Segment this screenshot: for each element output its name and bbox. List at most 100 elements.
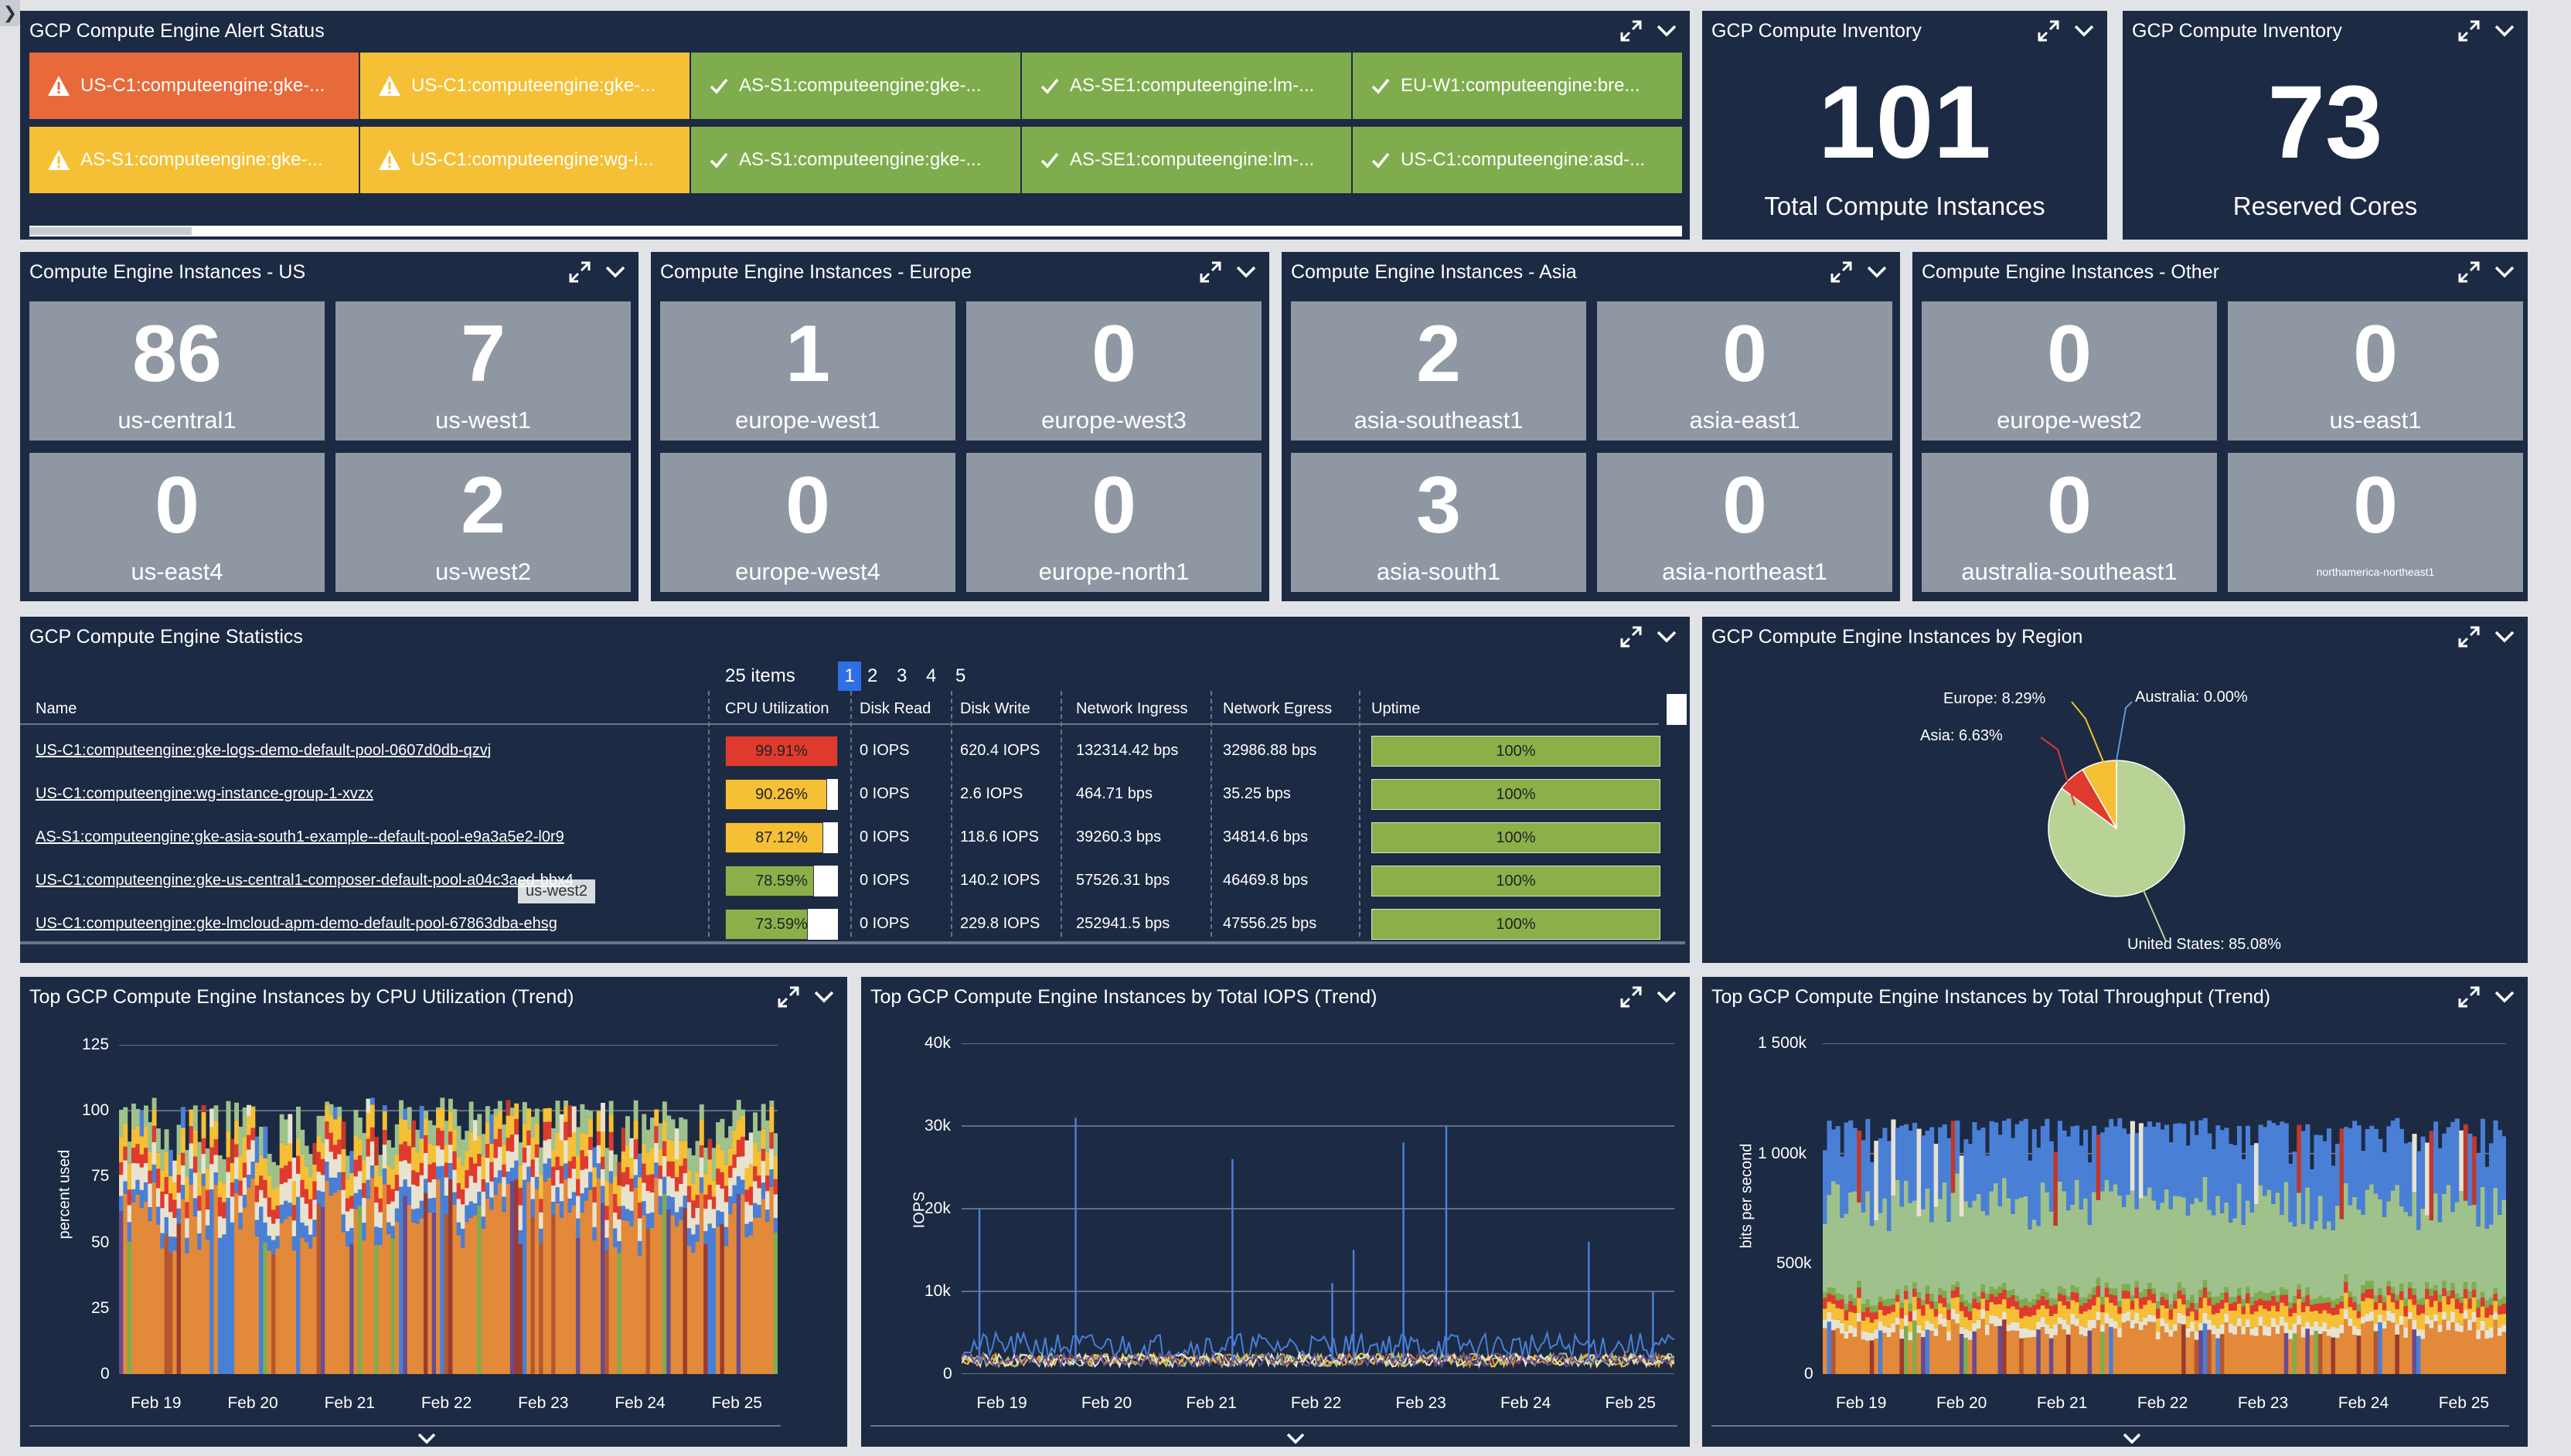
region-tile[interactable]: 0 europe-west2 — [1922, 301, 2217, 441]
alert-cell-ok[interactable]: AS-S1:computeengine:gke-... — [691, 127, 1020, 193]
instance-name-link[interactable]: US-C1:computeengine:gke-lmcloud-apm-demo… — [36, 915, 557, 932]
page-link-5[interactable]: 5 — [955, 665, 966, 686]
area-band-segment — [1878, 1321, 1883, 1331]
alert-cell-warning[interactable]: AS-S1:computeengine:gke-... — [29, 127, 359, 193]
column-header[interactable]: Network Ingress — [1076, 700, 1188, 717]
instance-name-link[interactable]: US-C1:computeengine:gke-us-central1-comp… — [36, 872, 574, 889]
page-link-3[interactable]: 3 — [897, 665, 908, 686]
expand-icon[interactable] — [1619, 624, 1643, 649]
alert-scrollbar-track[interactable] — [29, 226, 1682, 236]
area-band-segment — [489, 1143, 495, 1162]
expand-icon[interactable] — [2457, 19, 2481, 43]
alert-cell-ok[interactable]: EU-W1:computeengine:bre... — [1353, 53, 1682, 119]
area-band-segment — [686, 1202, 692, 1229]
alert-scrollbar-thumb[interactable] — [29, 227, 192, 235]
expand-icon[interactable] — [567, 260, 592, 284]
chevron-down-icon[interactable] — [812, 985, 836, 1009]
alert-cell-warning[interactable]: US-C1:computeengine:wg-i... — [360, 127, 690, 193]
area-band-segment — [1916, 1332, 1922, 1374]
chevron-down-icon[interactable] — [603, 260, 628, 284]
area-band-segment — [1865, 1317, 1871, 1332]
alert-cell-ok[interactable]: AS-SE1:computeengine:lm-... — [1022, 53, 1351, 119]
page-link-2[interactable]: 2 — [867, 665, 878, 686]
region-tile[interactable]: 0 europe-west4 — [660, 453, 955, 592]
region-tile[interactable]: 2 us-west2 — [335, 453, 631, 592]
chevron-down-icon[interactable] — [2492, 19, 2517, 43]
region-tile[interactable]: 0 asia-east1 — [1597, 301, 1892, 441]
expand-icon[interactable] — [2036, 19, 2061, 43]
chevron-down-icon[interactable] — [1654, 19, 1679, 43]
pie-slice[interactable] — [2082, 760, 2117, 831]
expand-icon[interactable] — [2457, 260, 2481, 284]
table-scrollbar[interactable] — [20, 941, 1685, 944]
chart-divider — [29, 1425, 781, 1427]
expand-icon[interactable] — [1829, 260, 1854, 284]
expand-icon[interactable] — [776, 985, 801, 1009]
column-header[interactable]: CPU Utilization — [725, 700, 829, 717]
column-header[interactable]: Disk Read — [860, 700, 931, 717]
area-band-segment — [312, 1142, 318, 1165]
area-band-segment — [683, 1196, 688, 1209]
chevron-down-icon[interactable] — [1654, 624, 1679, 649]
alert-cell-warning[interactable]: US-C1:computeengine:gke-... — [360, 53, 690, 119]
page-link-1[interactable]: 1 — [838, 662, 861, 691]
alert-cell-critical[interactable]: US-C1:computeengine:gke-... — [29, 53, 359, 119]
area-band-segment — [2130, 1190, 2135, 1296]
chevron-down-icon[interactable] — [2492, 260, 2517, 284]
area-band-segment — [226, 1157, 231, 1172]
column-picker-button[interactable] — [1667, 694, 1687, 725]
column-header[interactable]: Disk Write — [960, 700, 1030, 717]
area-band-segment — [2215, 1338, 2221, 1374]
region-tile[interactable]: 0 australia-southeast1 — [1922, 453, 2217, 592]
instance-name-link[interactable]: US-C1:computeengine:wg-instance-group-1-… — [36, 785, 373, 802]
area-band-segment — [1865, 1340, 1871, 1374]
instance-name-link[interactable]: US-C1:computeengine:gke-logs-demo-defaul… — [36, 742, 492, 759]
chevron-down-icon[interactable] — [2492, 624, 2517, 649]
area-band-segment — [382, 1111, 387, 1131]
area-band-segment — [1848, 1325, 1854, 1334]
column-header[interactable]: Network Egress — [1223, 700, 1333, 717]
tile-label: northamerica-northeast1 — [2316, 566, 2435, 578]
area-band-segment — [2471, 1204, 2477, 1283]
column-header[interactable]: Name — [36, 700, 77, 717]
chevron-down-icon[interactable] — [2072, 19, 2096, 43]
expand-legend-button[interactable] — [1283, 1430, 1308, 1448]
region-tile[interactable]: 7 us-west1 — [335, 301, 631, 441]
alert-cell-ok[interactable]: AS-S1:computeengine:gke-... — [691, 53, 1020, 119]
region-tile[interactable]: 0 europe-west3 — [966, 301, 1262, 441]
region-tile[interactable]: 3 asia-south1 — [1291, 453, 1586, 592]
expand-icon[interactable] — [2457, 985, 2481, 1009]
page-link-4[interactable]: 4 — [926, 665, 937, 686]
expand-icon[interactable] — [2457, 624, 2481, 649]
area-band-segment — [308, 1248, 313, 1374]
chevron-down-icon[interactable] — [1654, 985, 1679, 1009]
expand-icon[interactable] — [1619, 985, 1643, 1009]
area-band-segment — [2335, 1144, 2341, 1206]
alert-cell-ok[interactable]: US-C1:computeengine:asd-... — [1353, 127, 1682, 193]
region-tile[interactable]: 0 us-east1 — [2228, 301, 2523, 441]
region-tile[interactable]: 0 europe-north1 — [966, 453, 1262, 592]
expand-icon[interactable] — [1198, 260, 1223, 284]
region-tile[interactable]: 2 asia-southeast1 — [1291, 301, 1586, 441]
alert-cell-ok[interactable]: AS-SE1:computeengine:lm-... — [1022, 127, 1351, 193]
region-tile[interactable]: 0 asia-northeast1 — [1597, 453, 1892, 592]
area-band-segment — [699, 1177, 704, 1193]
area-band-segment — [2437, 1301, 2443, 1312]
expand-legend-button[interactable] — [414, 1430, 439, 1448]
chevron-down-icon[interactable] — [1864, 260, 1889, 284]
chevron-down-icon[interactable] — [1234, 260, 1258, 284]
region-tile[interactable]: 86 us-central1 — [29, 301, 325, 441]
side-panel-toggle[interactable]: ❯ — [0, 0, 20, 26]
area-band-segment — [135, 1179, 141, 1195]
instance-name-link[interactable]: AS-S1:computeengine:gke-asia-south1-exam… — [36, 828, 564, 845]
expand-icon[interactable] — [1619, 19, 1643, 43]
column-header[interactable]: Uptime — [1371, 700, 1421, 717]
region-tile[interactable]: 0 northamerica-northeast1 — [2228, 453, 2523, 592]
region-tile[interactable]: 1 europe-west1 — [660, 301, 955, 441]
area-band-segment — [378, 1227, 383, 1245]
area-band-segment — [353, 1209, 359, 1374]
area-band-segment — [1844, 1304, 1849, 1311]
chevron-down-icon[interactable] — [2492, 985, 2517, 1009]
region-tile[interactable]: 0 us-east4 — [29, 453, 325, 592]
expand-legend-button[interactable] — [2120, 1430, 2144, 1448]
